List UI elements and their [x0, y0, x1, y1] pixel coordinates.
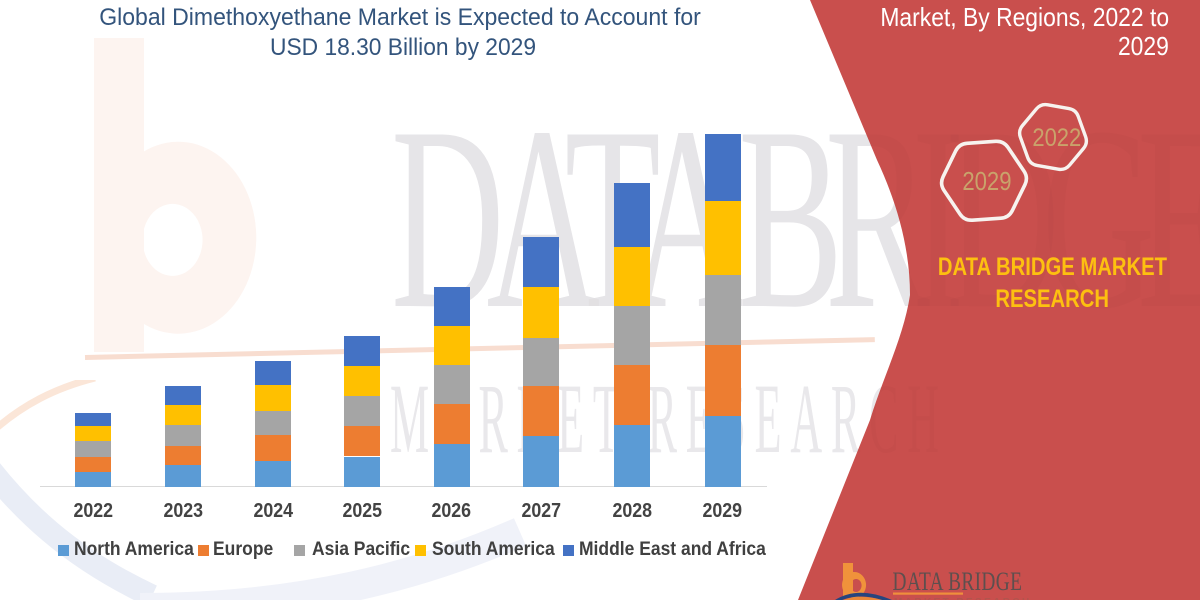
svg-text:MARKET RESEARCH: MARKET RESEARCH: [894, 597, 1032, 600]
svg-text:DATA BRIDGE: DATA BRIDGE: [893, 567, 1023, 597]
